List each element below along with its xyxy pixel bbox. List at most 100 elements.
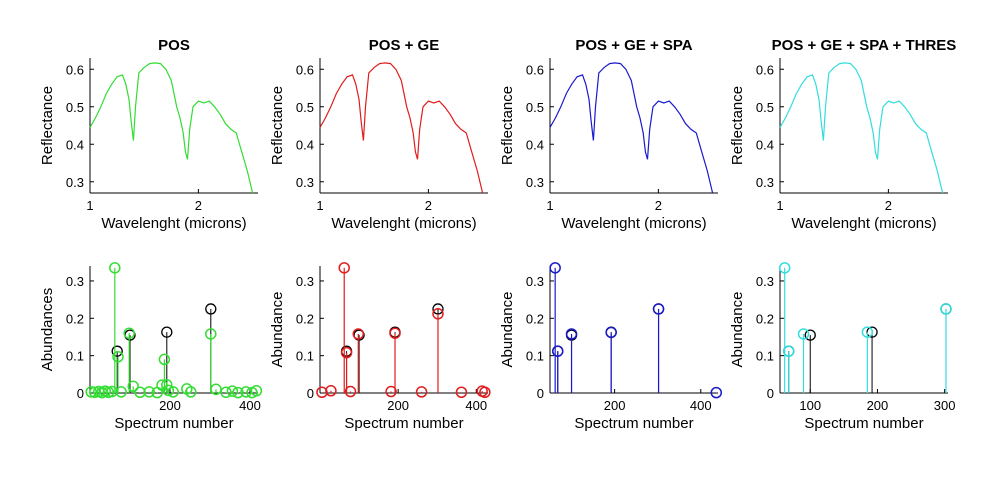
estimate-marker [778,262,791,274]
estimate-marker [549,262,561,274]
y-tick-label: 0.6 [756,62,774,77]
y-tick-label: 0.1 [296,349,314,364]
y-tick-label: 0.6 [526,62,544,77]
x-axis-label: Wavelenght (microns) [101,215,246,232]
subplot-title: POS + GE [369,37,439,54]
estimate-marker [552,345,564,357]
y-tick-label: 0.1 [756,349,774,364]
y-axis-label: Abundances [39,288,56,371]
y-tick-label: 0.5 [296,100,314,115]
estimate-marker [185,386,197,398]
y-tick-label: 0.6 [296,62,314,77]
y-tick-label: 0.3 [66,274,84,289]
estimate-marker [338,262,350,274]
estimate-marker [797,328,810,340]
x-tick-label: 100 [799,398,821,413]
x-tick-label: 1 [86,198,93,213]
reference-marker [111,345,123,357]
subplot-6: 200 400 0 0.1 0.2 0.3 Spectrum number Abundance [269,262,491,432]
y-tick-label: 0 [307,386,314,401]
estimate-marker [652,303,665,315]
x-tick-label: 2 [885,198,892,213]
estimate-marker [605,326,617,339]
subplot-title: POS [158,37,190,54]
reference-marker [804,329,816,341]
subplot-title: POS + GE + SPA + THRES [772,37,957,54]
x-tick-label: 200 [604,398,626,413]
estimate-marker [325,385,337,397]
x-axis-label: Spectrum number [114,415,233,432]
x-axis-label: Wavelenght (microns) [331,215,476,232]
y-tick-label: 0.5 [756,100,774,115]
y-tick-label: 0.4 [66,137,84,152]
x-tick-label: 400 [239,398,261,413]
estimate-marker [782,345,795,357]
y-tick-label: 0.2 [526,311,544,326]
y-tick-label: 0.3 [296,175,314,190]
y-tick-label: 0.4 [526,137,544,152]
estimate-marker [106,385,118,398]
x-tick-label: 1 [316,198,323,213]
y-tick-label: 0.5 [526,100,544,115]
estimate-marker [85,386,97,398]
y-tick-label: 0 [767,386,774,401]
subplot-5: 200 400 0 0.1 0.2 0.3 Spectrum number Abundance… [39,262,263,432]
estimate-marker [162,384,175,397]
y-tick-label: 0.2 [296,311,314,326]
estimate-marker [479,386,491,399]
y-tick-label: 0.3 [756,274,774,289]
reflectance-series-line [319,62,484,194]
reflectance-series-line [549,62,714,194]
estimate-marker [112,351,124,363]
subplot-4: POS + GE + SPA + THRES 1 2 0.3 0.4 0.5 0.6 Wave… [729,37,956,232]
estimate-marker [109,262,121,274]
x-tick-label: 2 [425,198,432,213]
estimate-marker [316,386,328,399]
y-tick-label: 0 [537,386,544,401]
x-tick-label: 200 [867,398,889,413]
estimate-marker [352,328,365,340]
x-tick-label: 400 [465,398,487,413]
estimate-marker [455,386,468,399]
y-axis-label: Reflectance [269,86,286,165]
estimate-marker [385,385,397,398]
estimate-marker [134,386,146,399]
reflectance-series-line [779,62,944,194]
subplot-2: POS + GE 1 2 0.3 0.4 0.5 0.6 Wavelenght (micron… [269,37,488,232]
x-axis-label: Spectrum number [574,415,693,432]
y-tick-label: 0.4 [756,137,774,152]
y-axis-label: Reflectance [39,86,56,165]
estimate-marker [232,386,244,399]
x-tick-label: 1 [776,198,783,213]
subplot-3: POS + GE + SPA 1 2 0.3 0.4 0.5 0.6 Wavelenght (… [499,37,718,232]
x-axis-label: Wavelenght (microns) [791,215,936,232]
estimate-marker [565,328,578,340]
x-tick-label: 1 [546,198,553,213]
x-tick-label: 200 [387,398,409,413]
estimate-marker [210,383,222,396]
y-axis-label: Abundance [729,292,746,368]
y-tick-label: 0.2 [756,311,774,326]
estimate-marker [250,385,263,397]
estimate-marker [158,353,171,366]
estimate-marker [220,386,232,399]
y-tick-label: 0.3 [66,175,84,190]
y-tick-label: 0 [77,386,84,401]
estimate-marker [127,380,139,393]
x-axis-label: Spectrum number [804,415,923,432]
estimate-marker [710,386,723,399]
y-axis-label: Abundance [499,292,516,368]
reference-marker [205,303,217,315]
x-tick-label: 2 [195,198,202,213]
estimate-marker [123,327,135,339]
y-tick-label: 0.5 [66,100,84,115]
reflectance-series-line [89,62,254,194]
y-tick-label: 0.3 [756,175,774,190]
x-axis-label: Spectrum number [344,415,463,432]
estimate-marker [389,327,401,339]
estimate-marker [340,346,353,359]
y-tick-label: 0.3 [526,274,544,289]
y-tick-label: 0.6 [66,62,84,77]
subplot-8: 100 200 300 0 0.1 0.2 0.3 Spectrum number Abunda… [729,262,955,432]
